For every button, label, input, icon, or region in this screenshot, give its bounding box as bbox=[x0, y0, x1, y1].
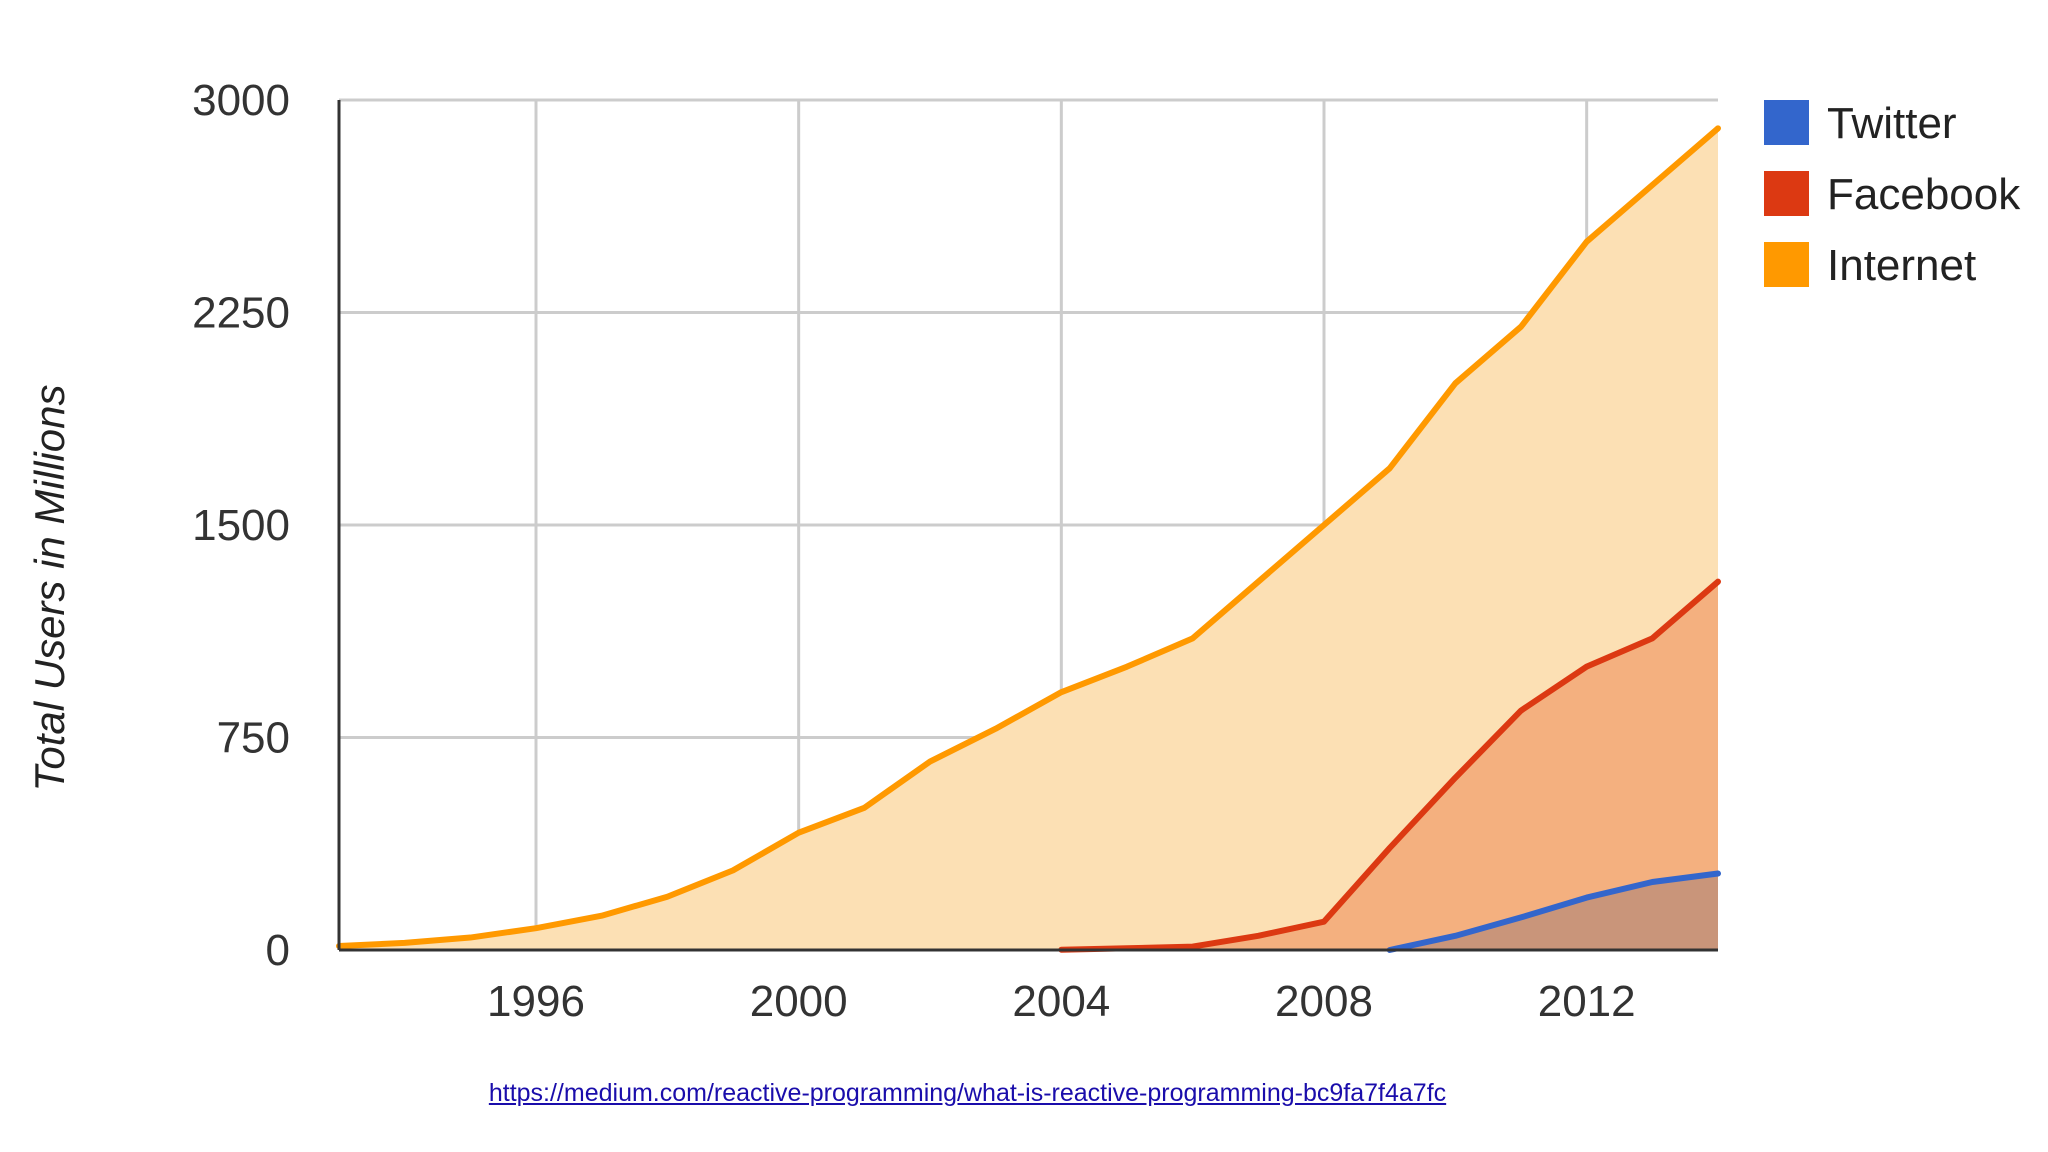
y-tick-label-1500: 1500 bbox=[192, 501, 290, 550]
y-tick-label-750: 750 bbox=[217, 714, 290, 763]
line-twitter bbox=[1386, 870, 1721, 953]
point-internet-2007 bbox=[1258, 581, 1259, 582]
legend[interactable]: Twitter Facebook Internet bbox=[1764, 99, 2021, 290]
y-tick-label-3000: 3000 bbox=[192, 76, 290, 125]
tick-labels: 0 750 1500 2250 3000 1996 2000 2004 2008 2012 bbox=[192, 76, 1636, 1026]
point-internet-2011 bbox=[1521, 326, 1522, 327]
point-internet-2006 bbox=[1192, 638, 1193, 639]
point-facebook-2009 bbox=[1389, 848, 1390, 849]
line-internet bbox=[336, 125, 1721, 950]
line-facebook bbox=[1058, 578, 1721, 953]
x-tick-label-2004: 2004 bbox=[1012, 977, 1110, 1026]
x-tick-label-2012: 2012 bbox=[1538, 977, 1636, 1026]
legend-label-internet: Internet bbox=[1827, 241, 1976, 290]
point-internet-2002 bbox=[930, 761, 931, 762]
point-internet-2010 bbox=[1455, 383, 1456, 384]
point-internet-1998 bbox=[667, 896, 668, 897]
point-facebook-2010 bbox=[1455, 777, 1456, 778]
point-internet-2013 bbox=[1652, 185, 1653, 186]
legend-item-twitter[interactable]: Twitter bbox=[1764, 99, 1957, 148]
point-internet-1994 bbox=[404, 942, 405, 943]
point-facebook-2008 bbox=[1324, 921, 1325, 922]
legend-swatch-facebook bbox=[1764, 171, 1809, 216]
point-internet-1999 bbox=[733, 870, 734, 871]
legend-swatch-internet bbox=[1764, 242, 1809, 287]
y-tick-label-0: 0 bbox=[266, 926, 290, 975]
source-link[interactable]: https://medium.com/reactive-programming/… bbox=[488, 1079, 1447, 1107]
area-twitter bbox=[1389, 873, 1718, 950]
x-tick-label-2000: 2000 bbox=[750, 977, 848, 1026]
y-axis-label: Total Users in Millions bbox=[26, 385, 73, 792]
point-facebook-2006 bbox=[1192, 946, 1193, 947]
legend-item-facebook[interactable]: Facebook bbox=[1764, 170, 2021, 219]
x-tick-label-2008: 2008 bbox=[1275, 977, 1373, 1026]
point-internet-2000 bbox=[798, 832, 799, 833]
series-lines bbox=[336, 125, 1721, 953]
point-internet-2014 bbox=[1718, 128, 1719, 129]
legend-label-twitter: Twitter bbox=[1827, 99, 1957, 148]
point-internet-2005 bbox=[1127, 666, 1128, 667]
x-tick-label-1996: 1996 bbox=[487, 977, 585, 1026]
point-internet-1997 bbox=[601, 915, 602, 916]
point-internet-1995 bbox=[470, 937, 471, 938]
point-facebook-2013 bbox=[1652, 638, 1653, 639]
area-internet bbox=[339, 128, 1718, 951]
point-twitter-2013 bbox=[1652, 882, 1653, 883]
point-internet-2004 bbox=[1061, 692, 1062, 693]
point-internet-2001 bbox=[864, 807, 865, 808]
area-fills bbox=[339, 128, 1718, 951]
y-tick-label-2250: 2250 bbox=[192, 289, 290, 338]
legend-label-facebook: Facebook bbox=[1827, 170, 2021, 219]
area-facebook bbox=[1061, 581, 1718, 950]
legend-item-internet[interactable]: Internet bbox=[1764, 241, 1976, 290]
point-facebook-2011 bbox=[1521, 710, 1522, 711]
point-twitter-2010 bbox=[1455, 935, 1456, 936]
point-internet-1996 bbox=[536, 928, 537, 929]
point-facebook-2007 bbox=[1258, 935, 1259, 936]
point-internet-2008 bbox=[1324, 525, 1325, 526]
point-internet-2012 bbox=[1586, 241, 1587, 242]
point-twitter-2012 bbox=[1586, 897, 1587, 898]
axes bbox=[337, 100, 1718, 952]
point-facebook-2014 bbox=[1718, 581, 1719, 582]
point-internet-2003 bbox=[995, 728, 996, 729]
point-twitter-2011 bbox=[1521, 917, 1522, 918]
point-twitter-2014 bbox=[1718, 873, 1719, 874]
legend-swatch-twitter bbox=[1764, 100, 1809, 145]
point-internet-2009 bbox=[1389, 468, 1390, 469]
point-facebook-2012 bbox=[1586, 666, 1587, 667]
